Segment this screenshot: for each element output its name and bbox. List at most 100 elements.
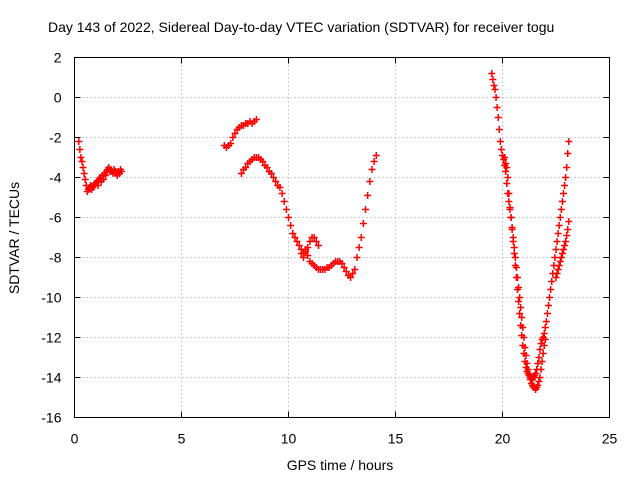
data-point [561,242,569,249]
data-point [349,270,357,277]
data-point [553,238,561,245]
data-point [76,146,84,153]
data-point [263,164,271,171]
data-point [353,254,361,261]
x-tick-label: 15 [388,431,404,447]
data-point [272,178,280,185]
chart-title: Day 143 of 2022, Sidereal Day-to-day VTE… [48,19,554,35]
data-point [522,364,530,371]
data-point [545,302,553,309]
data-point [231,130,239,137]
data-point [494,114,502,121]
x-axis-label: GPS time / hours [287,457,394,473]
data-point [282,206,290,213]
data-point [546,294,554,301]
data-point [287,222,295,229]
data-point [510,250,518,257]
data-point [518,314,526,321]
series-6 [501,138,573,383]
data-point [285,214,292,221]
data-point [310,234,318,241]
data-point [502,160,510,167]
plot-frame [74,57,610,418]
data-point [563,232,571,239]
data-point [306,238,314,245]
series-3 [237,154,322,257]
series-7 [552,218,573,281]
x-tick-label: 10 [281,431,297,447]
x-tick-label: 0 [71,431,79,447]
data-point [299,254,307,261]
data-point [77,154,85,161]
data-point [552,246,560,253]
data-point [492,94,500,101]
data-point [554,230,562,237]
data-point [539,334,547,341]
data-point [314,242,322,249]
data-point [81,176,89,183]
series-4 [297,152,380,281]
data-point [557,254,565,261]
x-tick-label: 25 [602,431,618,447]
data-point [516,294,524,301]
data-point [227,140,235,147]
data-point [297,250,305,257]
data-point [270,174,278,181]
data-point [304,252,312,259]
data-point [372,152,380,159]
data-point [562,238,570,245]
data-point [559,190,567,197]
data-point [563,164,571,171]
data-point [532,370,540,377]
data-point [565,138,573,145]
data-point [538,358,546,365]
data-point [518,332,526,339]
data-point [515,298,523,305]
data-point [267,170,275,177]
data-point [252,116,260,123]
data-point [513,286,521,293]
data-point [351,266,359,273]
data-point [80,170,88,177]
data-point [535,378,543,385]
data-point [340,264,348,271]
data-point [503,164,511,171]
data-point [517,322,525,329]
data-point [540,330,548,337]
data-point [562,174,570,181]
data-point [510,244,518,251]
data-point [355,244,363,251]
data-point [501,154,509,161]
data-point [536,374,544,381]
data-point [558,198,566,205]
data-point [293,238,301,245]
data-point [312,238,320,245]
data-point [75,138,83,145]
data-point [495,126,503,133]
data-point [357,234,365,241]
y-tick-label: -4 [49,170,62,186]
data-point [521,358,529,365]
x-tick-label: 20 [495,431,511,447]
data-point [534,360,542,367]
series-2 [220,116,260,151]
data-point [554,266,562,273]
data-point [118,168,126,175]
data-point [359,220,367,227]
x-tick-label: 5 [178,431,186,447]
data-point [295,242,303,249]
y-tick-label: 2 [54,50,62,66]
data-point [555,222,563,229]
data-point [505,198,513,205]
data-point [347,274,355,281]
data-point [556,214,564,221]
data-point [555,262,563,269]
data-point [539,350,547,357]
data-point [548,278,556,285]
y-tick-label: -10 [41,290,61,306]
data-point [517,304,525,311]
data-point [556,258,564,265]
data-point [502,168,510,175]
